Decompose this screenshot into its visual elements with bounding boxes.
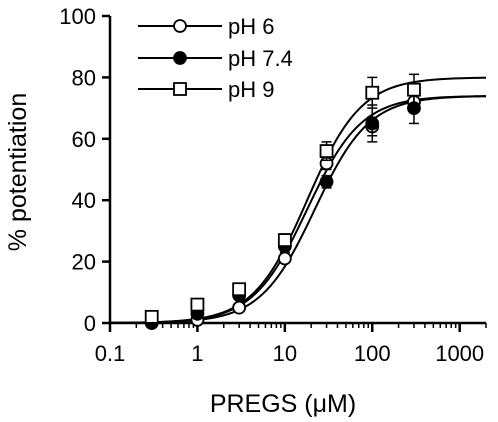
y-tick-label: 100 (59, 4, 96, 29)
legend-label: pH 9 (228, 77, 274, 102)
y-tick-label: 40 (72, 188, 96, 213)
x-tick-label: 1000 (435, 341, 484, 366)
series-points (144, 73, 421, 324)
y-tick-label: 0 (84, 311, 96, 336)
x-ticks: 0.1 1 10 100 1000 (95, 323, 487, 366)
fit-curve (109, 76, 487, 324)
series-points (144, 92, 421, 330)
fit-curve (109, 95, 487, 324)
y-ticks: 0 20 40 60 80 100 (59, 4, 110, 336)
legend-item: pH 6 (138, 14, 274, 39)
legend: pH 6 pH 7.4 pH 9 (138, 14, 293, 102)
fit-curve (109, 95, 487, 324)
x-tick-label: 1 (191, 341, 203, 366)
y-axis-title: % potentiation (4, 93, 32, 251)
data-point (319, 174, 334, 189)
x-tick-label: 100 (354, 341, 391, 366)
data-point (407, 82, 421, 97)
legend-marker (173, 19, 187, 33)
data-points (144, 73, 421, 330)
legend-label: pH 6 (228, 14, 274, 39)
legend-marker (173, 82, 187, 96)
x-axis-title: PREGS (μM) (210, 390, 356, 418)
data-point (232, 282, 247, 297)
data-point (365, 85, 380, 100)
data-point (232, 300, 247, 315)
data-point (319, 144, 334, 158)
axes: 0 20 40 60 80 100 0.1 1 10 100 1000 (59, 4, 487, 366)
y-tick-label: 80 (72, 65, 96, 90)
legend-item: pH 9 (138, 77, 274, 102)
data-point (144, 309, 159, 324)
y-tick-label: 60 (72, 127, 96, 152)
data-point (190, 297, 205, 312)
x-tick-label: 0.1 (95, 341, 126, 366)
data-point (277, 251, 292, 266)
y-tick-label: 20 (72, 250, 96, 275)
x-tick-label: 10 (273, 341, 297, 366)
legend-label: pH 7.4 (228, 46, 293, 71)
data-point (277, 233, 292, 248)
legend-marker (173, 51, 187, 65)
data-point (365, 116, 380, 131)
fit-curves (109, 76, 487, 324)
legend-item: pH 7.4 (138, 46, 293, 71)
